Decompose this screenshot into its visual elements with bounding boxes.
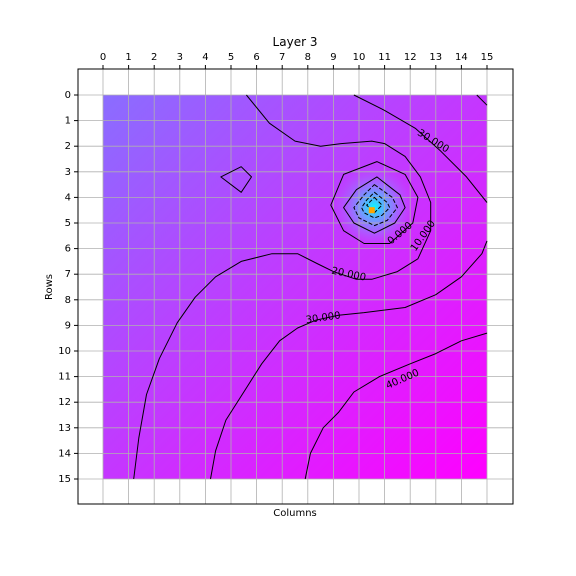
x-tick-label: 12 <box>404 52 417 63</box>
contour-line-level-30 <box>210 240 488 480</box>
x-tick-label: 11 <box>378 52 391 63</box>
contour-line-level-20 <box>133 94 432 480</box>
y-tick-label: 12 <box>58 397 71 408</box>
marker-layer <box>368 207 375 214</box>
y-tick-label: 11 <box>58 372 71 383</box>
y-tick-label: 15 <box>58 474 71 485</box>
y-tick-label: 8 <box>65 295 71 306</box>
x-tick-label: 6 <box>253 52 259 63</box>
y-tick-label: 3 <box>65 167 71 178</box>
y-tick-label: 10 <box>58 346 71 357</box>
y-tick-label: 1 <box>65 116 71 127</box>
contour-line-level-0 <box>343 176 406 234</box>
contour-line-level-40 <box>304 332 488 480</box>
contour-line-level-20 <box>220 166 252 193</box>
contour-lines <box>133 94 488 480</box>
contour-line-level-30 <box>353 94 488 203</box>
x-tick-label: 4 <box>202 52 208 63</box>
well-marker <box>368 207 375 214</box>
x-tick-label: 10 <box>353 52 366 63</box>
chart-title: Layer 3 <box>273 35 318 49</box>
y-tick-label: 2 <box>65 141 71 152</box>
x-tick-label: 3 <box>177 52 183 63</box>
x-tick-label: 15 <box>481 52 494 63</box>
x-tick-label: 5 <box>228 52 234 63</box>
y-tick-label: 0 <box>65 90 71 101</box>
x-tick-label: 7 <box>279 52 285 63</box>
y-tick-label: 6 <box>65 244 71 255</box>
x-tick-label: 13 <box>429 52 442 63</box>
y-tick-label: 5 <box>65 218 71 229</box>
x-tick-label: 0 <box>100 52 106 63</box>
y-tick-label: 9 <box>65 320 71 331</box>
x-tick-label: 8 <box>305 52 311 63</box>
contour-label: 30.000 <box>305 310 341 326</box>
contour-line-level-40 <box>476 94 488 106</box>
grid-lines <box>78 69 513 504</box>
y-axis-label: Rows <box>44 274 55 300</box>
x-tick-label: 1 <box>125 52 131 63</box>
y-tick-label: 4 <box>65 192 71 203</box>
x-tick-label: 14 <box>455 52 468 63</box>
y-tick-label: 7 <box>65 269 71 280</box>
x-tick-label: 2 <box>151 52 157 63</box>
x-axis-label: Columns <box>273 508 317 519</box>
contour-line-level-neg20 <box>361 191 391 219</box>
y-tick-label: 14 <box>58 448 71 459</box>
contour-line-level-neg10 <box>353 184 398 227</box>
heatmap-well-highlight <box>334 167 414 247</box>
contour-line-level-10 <box>330 161 419 244</box>
heatmap-background <box>103 95 487 479</box>
y-tick-label: 13 <box>58 423 71 434</box>
x-axis-ticks: 0 1 2 3 4 5 6 7 8 9 10 11 12 13 14 15 <box>100 52 494 69</box>
plot-frame <box>77 68 514 505</box>
x-tick-label: 9 <box>330 52 336 63</box>
